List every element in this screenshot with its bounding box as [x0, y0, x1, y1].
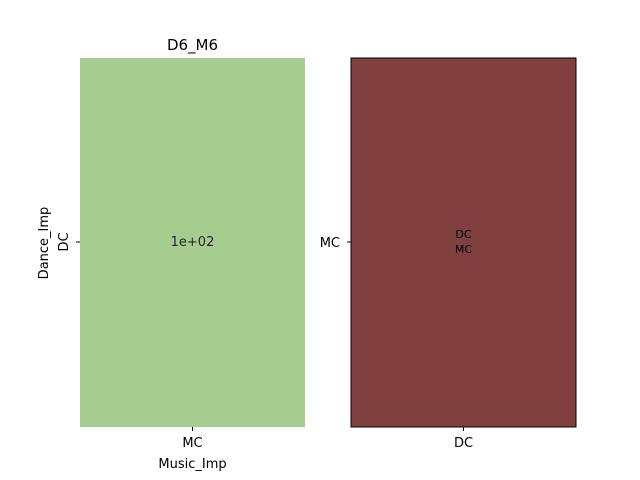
left-heatmap: D6_M6 1e+02 DC Dance_Imp MC Music_Imp — [37, 36, 305, 472]
right-heatmap-cell — [351, 58, 576, 427]
left-chart-title: D6_M6 — [167, 36, 218, 55]
left-x-tick-label: MC — [182, 436, 202, 451]
left-y-tick-label: DC — [57, 232, 72, 251]
left-cell-annotation: 1e+02 — [171, 235, 215, 250]
right-x-tick-label: DC — [454, 436, 473, 451]
right-cell-annotation-line2: MC — [455, 243, 472, 256]
right-heatmap: DC MC MC DC — [320, 57, 577, 451]
left-x-axis-label: Music_Imp — [158, 457, 226, 472]
right-y-tick-label: MC — [320, 236, 340, 251]
left-heatmap-cell — [80, 58, 305, 427]
right-cell-annotation-line1: DC — [455, 228, 471, 241]
left-y-axis-label: Dance_Imp — [37, 207, 52, 280]
